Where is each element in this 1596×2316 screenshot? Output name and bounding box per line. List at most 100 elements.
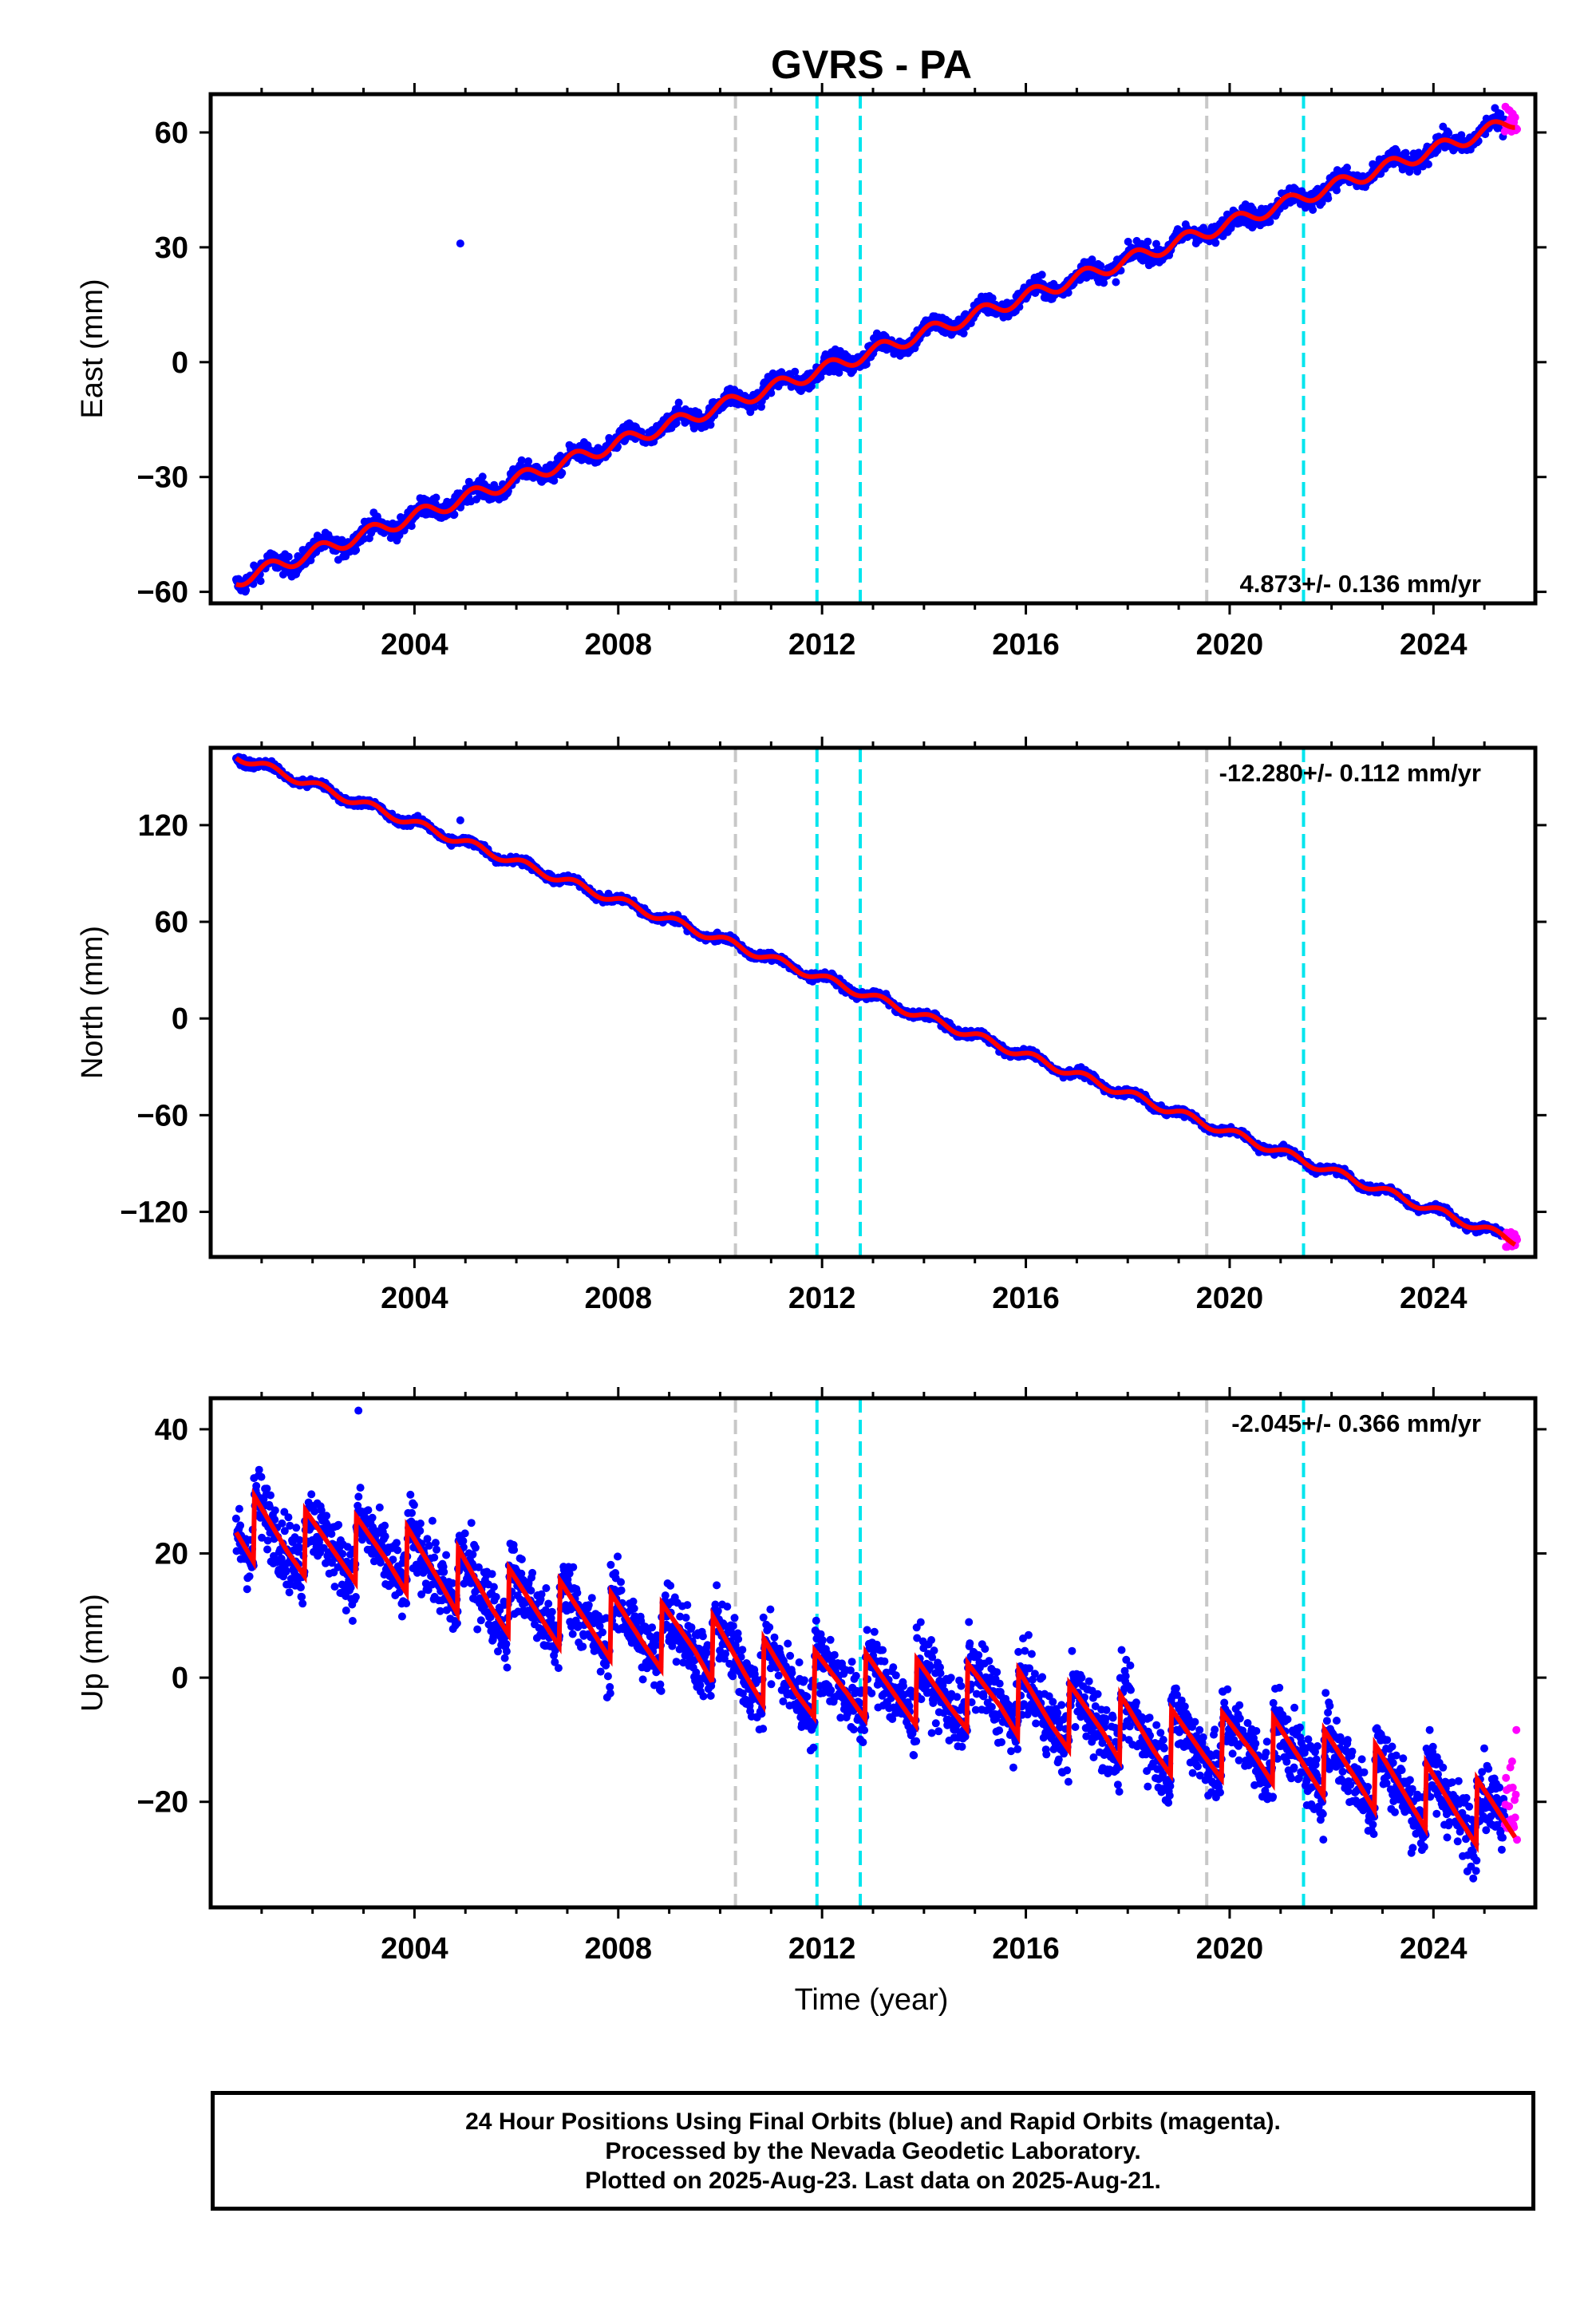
final-orbit-point — [271, 1506, 279, 1515]
final-orbit-point — [1096, 262, 1105, 270]
final-orbit-point — [416, 1527, 425, 1535]
final-orbit-point — [295, 1535, 304, 1544]
final-orbit-point — [348, 1617, 357, 1625]
final-orbit-point — [402, 1599, 411, 1608]
y-tick-label: −60 — [137, 1099, 188, 1132]
y-tick-label: 60 — [155, 117, 188, 150]
final-orbit-point — [397, 1612, 406, 1621]
final-orbit-point — [467, 1519, 476, 1528]
final-orbit-point — [450, 510, 459, 519]
final-orbit-point — [473, 1625, 482, 1634]
final-orbit-point — [257, 1472, 266, 1481]
final-orbit-point — [1112, 278, 1120, 287]
final-orbit-point — [407, 522, 416, 531]
final-orbit-point — [1266, 217, 1274, 226]
final-orbit-point — [959, 329, 968, 338]
x-tick-label: 2004 — [381, 628, 448, 662]
chart-title: GVRS - PA — [771, 42, 972, 87]
final-orbit-point — [381, 1532, 389, 1541]
x-tick-label: 2008 — [584, 1282, 652, 1315]
final-orbit-point — [296, 1583, 305, 1592]
rapid-orbit-point — [1511, 113, 1519, 122]
final-orbit-point — [500, 1654, 509, 1662]
final-orbit-point — [322, 1512, 331, 1520]
final-orbit-point — [476, 1616, 485, 1625]
final-orbit-point — [464, 477, 473, 486]
final-orbit-point — [267, 1491, 275, 1500]
final-orbit-point — [1324, 194, 1333, 203]
plot-area — [231, 1406, 1521, 1883]
x-tick-label: 2012 — [788, 628, 856, 662]
final-orbit-point — [356, 1484, 365, 1492]
y-tick-label: 0 — [172, 346, 188, 380]
final-orbit-point — [674, 398, 683, 407]
final-orbit-point — [334, 1520, 343, 1529]
final-orbit-point — [282, 1567, 290, 1576]
north-panel: 2004 2008 2012 2016 2020 2024−120−60060120Nor… — [76, 737, 1547, 1315]
y-axis-label: East (mm) — [76, 279, 109, 418]
final-orbit-point — [488, 1570, 496, 1579]
final-orbit-point — [517, 1555, 526, 1563]
final-orbit-point — [243, 1585, 251, 1594]
x-tick-label: 2024 — [1400, 1282, 1468, 1315]
outlier-point — [456, 816, 464, 824]
final-orbit-point — [352, 546, 361, 555]
final-orbit-point — [252, 1481, 261, 1490]
final-orbit-point — [375, 1503, 384, 1512]
final-orbit-point — [1144, 237, 1152, 246]
y-tick-label: −30 — [137, 461, 188, 495]
final-orbit-point — [245, 1572, 254, 1581]
x-tick-label: 2008 — [584, 628, 652, 662]
y-tick-label: 120 — [138, 809, 188, 843]
final-orbit-point — [510, 1546, 519, 1554]
final-orbit-point — [767, 389, 776, 397]
final-orbit-point — [1037, 271, 1046, 279]
final-orbit-point — [502, 1639, 511, 1648]
final-orbit-point — [231, 1514, 240, 1523]
final-orbit-point — [791, 367, 800, 376]
final-orbit-point — [502, 1647, 511, 1656]
y-tick-label: 60 — [155, 906, 188, 939]
final-orbit-point — [672, 419, 681, 428]
final-orbit-point — [1444, 128, 1453, 137]
final-orbit-point — [409, 1500, 418, 1509]
final-orbit-point — [298, 1599, 307, 1608]
final-orbit-point — [278, 1519, 286, 1528]
x-tick-label: 2016 — [992, 1282, 1060, 1315]
final-orbit-point — [1309, 206, 1317, 214]
velocity-label: -12.280+/- 0.112 mm/yr — [1219, 759, 1481, 787]
final-orbit-point — [1333, 186, 1341, 195]
final-orbit-point — [433, 1545, 440, 1554]
final-orbit-point — [346, 1583, 355, 1592]
final-orbit-point — [1457, 131, 1466, 140]
plot-area — [231, 753, 1521, 1251]
final-orbit-point — [236, 1521, 245, 1530]
x-tick-label: 2012 — [788, 1282, 856, 1315]
x-tick-label: 2020 — [1196, 1282, 1264, 1315]
final-orbit-point — [416, 1520, 425, 1528]
final-orbit-point — [406, 1490, 415, 1499]
final-orbit-point — [489, 1583, 498, 1591]
final-orbit-point — [279, 570, 287, 579]
final-orbit-point — [440, 1567, 448, 1576]
final-orbit-point — [342, 1607, 350, 1614]
final-orbit-point — [364, 1506, 373, 1515]
final-orbit-point — [503, 1663, 512, 1672]
final-orbit-point — [393, 1546, 402, 1555]
final-orbit-point — [471, 1543, 480, 1552]
final-orbit-point — [558, 468, 567, 477]
final-orbit-point — [423, 1535, 432, 1543]
final-orbit-point — [1413, 167, 1422, 176]
final-orbit-point — [478, 472, 487, 481]
x-tick-label: 2004 — [381, 1282, 448, 1315]
final-orbit-point — [524, 457, 533, 465]
final-orbit-point — [351, 1593, 360, 1601]
final-orbit-point — [706, 421, 715, 429]
final-orbit-point — [492, 1593, 500, 1601]
y-axis-label: North (mm) — [76, 926, 109, 1079]
final-orbit-point — [442, 1551, 451, 1559]
final-orbit-point — [330, 1583, 339, 1591]
velocity-label: 4.873+/- 0.136 mm/yr — [1240, 570, 1481, 598]
final-orbit-point — [256, 577, 265, 586]
